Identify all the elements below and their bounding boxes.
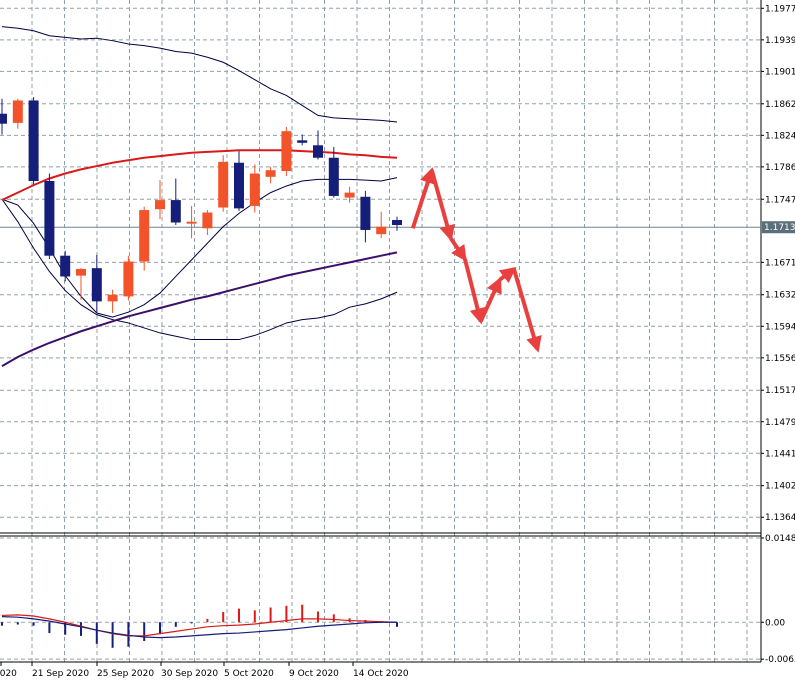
candle-body — [0, 113, 7, 124]
candle-body — [328, 157, 339, 196]
forecast-arrow — [478, 276, 502, 323]
candle-body — [376, 226, 387, 235]
price-tick-label: 1.15940 — [765, 322, 795, 332]
ma-red-line — [1, 149, 398, 201]
oscillator-signal-red — [1, 614, 398, 637]
forecast-arrow — [429, 169, 455, 242]
date-tick-label: 30 Sep 2020 — [161, 669, 218, 679]
oscillator-signal-navy — [1, 615, 397, 639]
candle-body — [76, 268, 86, 276]
oscillator-tick-label: -0.0065 — [765, 655, 795, 665]
forecast-arrow — [512, 268, 542, 353]
candle-body — [139, 210, 150, 262]
forecast-arrow — [410, 167, 436, 229]
current-price-label: 1.17133 — [764, 223, 795, 233]
price-axis: 1.19770 1.19390 1.19010 1.18620 1.18240 1.178… — [761, 4, 795, 665]
price-tick-label: 1.18240 — [765, 131, 795, 141]
price-tick-label: 1.14020 — [765, 482, 795, 492]
forecast-arrow — [463, 258, 486, 325]
candle-body — [344, 192, 355, 198]
price-tick-label: 1.19390 — [765, 36, 795, 46]
date-tick-label: 9 Oct 2020 — [289, 669, 339, 679]
price-tick-label: 1.14790 — [765, 418, 795, 428]
band-upper-line — [1, 26, 398, 123]
price-tick-label: 1.19010 — [765, 67, 795, 77]
price-tick-label: 1.18620 — [765, 100, 795, 110]
candle-body — [234, 162, 244, 209]
forecast-arrow — [449, 237, 467, 262]
price-tick-label: 1.17860 — [765, 163, 795, 173]
date-axis: 2020 21 Sep 2020 25 Sep 2020 30 Sep 2020 5 O… — [0, 662, 409, 679]
candle-body — [249, 173, 260, 206]
candle-body — [360, 196, 371, 230]
price-tick-label: 1.16320 — [765, 291, 795, 301]
candle-body — [297, 140, 308, 143]
forecast-arrows — [410, 167, 542, 353]
date-tick-label: 21 Sep 2020 — [32, 669, 89, 679]
candle-body — [44, 180, 55, 256]
date-tick-label: 5 Oct 2020 — [224, 669, 274, 679]
date-tick-label: 14 Oct 2020 — [353, 669, 409, 679]
candle-body — [170, 200, 181, 223]
date-tick-label: 25 Sep 2020 — [97, 669, 154, 679]
oscillator-panel — [1, 604, 398, 648]
candle-body — [392, 220, 402, 225]
candle-body — [186, 221, 197, 224]
moving-averages — [1, 149, 398, 367]
price-tick-label: 1.13640 — [765, 513, 795, 523]
candles — [0, 97, 402, 313]
price-tick-label: 1.17470 — [765, 195, 795, 205]
candle-body — [281, 131, 292, 172]
candle-body — [265, 170, 276, 177]
band-lower-line — [1, 198, 398, 341]
date-tick-label: 2020 — [0, 669, 17, 679]
candle-body — [218, 161, 229, 208]
forecast-arrow — [498, 267, 517, 284]
candle-body — [107, 294, 118, 302]
price-tick-label: 1.15170 — [765, 386, 795, 396]
candle-body — [155, 200, 165, 210]
candle-body — [123, 261, 134, 297]
price-tick-label: 1.15560 — [765, 354, 795, 364]
candle-body — [202, 212, 213, 229]
price-tick-label: 1.19770 — [765, 4, 795, 14]
price-tick-label: 1.16710 — [765, 258, 795, 268]
candle-body — [91, 268, 102, 302]
candle-body — [12, 100, 23, 123]
current-price-tag — [762, 221, 795, 234]
candle-body — [313, 145, 323, 158]
price-tick-label: 1.14410 — [765, 449, 795, 459]
candle-body — [28, 100, 39, 181]
ma-purple-line — [1, 251, 398, 367]
candle-body — [60, 255, 71, 277]
oscillator-tick-label: 0.00 — [765, 618, 785, 628]
oscillator-tick-label: 0.01485 — [765, 534, 795, 544]
